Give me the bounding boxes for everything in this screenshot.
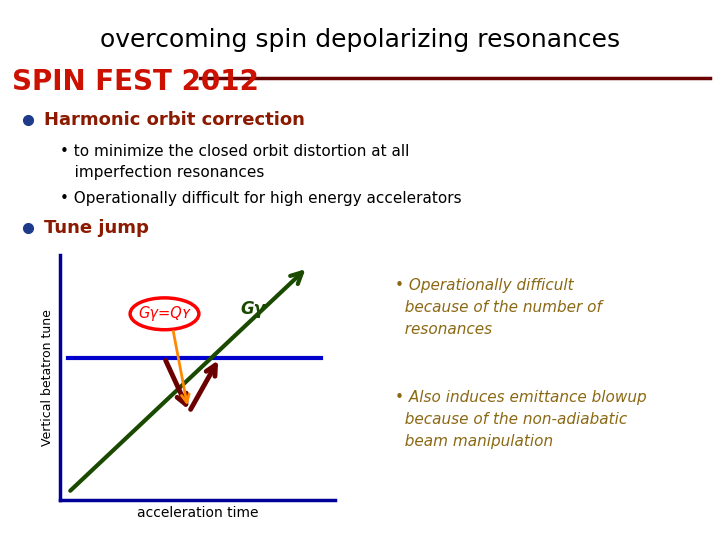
- Text: overcoming spin depolarizing resonances: overcoming spin depolarizing resonances: [100, 28, 620, 52]
- Y-axis label: Vertical betatron tune: Vertical betatron tune: [42, 309, 55, 446]
- X-axis label: acceleration time: acceleration time: [137, 505, 258, 519]
- Text: imperfection resonances: imperfection resonances: [60, 165, 264, 179]
- Text: • Also induces emittance blowup
  because of the non-adiabatic
  beam manipulati: • Also induces emittance blowup because …: [395, 390, 647, 449]
- Text: Gγ=Qʏ: Gγ=Qʏ: [138, 306, 191, 321]
- Text: SPIN FEST 2012: SPIN FEST 2012: [12, 68, 259, 96]
- Text: • to minimize the closed orbit distortion at all: • to minimize the closed orbit distortio…: [60, 145, 410, 159]
- Text: Gγ: Gγ: [240, 300, 265, 318]
- Text: • Operationally difficult
  because of the number of
  resonances: • Operationally difficult because of the…: [395, 278, 602, 338]
- Text: • Operationally difficult for high energy accelerators: • Operationally difficult for high energ…: [60, 191, 462, 206]
- Text: Harmonic orbit correction: Harmonic orbit correction: [44, 111, 305, 129]
- Text: Tune jump: Tune jump: [44, 219, 149, 237]
